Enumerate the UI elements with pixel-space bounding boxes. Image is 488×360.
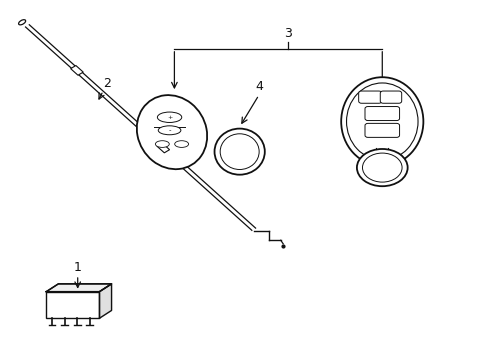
Text: 4: 4	[255, 80, 263, 93]
Text: 3: 3	[284, 27, 291, 40]
FancyBboxPatch shape	[364, 123, 399, 138]
FancyBboxPatch shape	[358, 91, 381, 103]
FancyBboxPatch shape	[157, 143, 169, 153]
Polygon shape	[46, 284, 111, 292]
FancyBboxPatch shape	[364, 107, 399, 121]
Text: 2: 2	[102, 77, 110, 90]
FancyBboxPatch shape	[70, 66, 83, 75]
Ellipse shape	[146, 105, 197, 159]
Text: 1: 1	[74, 261, 81, 274]
Circle shape	[362, 153, 401, 182]
Ellipse shape	[142, 101, 202, 164]
Ellipse shape	[341, 77, 423, 166]
Ellipse shape	[19, 20, 25, 25]
Text: +: +	[166, 115, 172, 120]
Circle shape	[356, 149, 407, 186]
Ellipse shape	[137, 95, 207, 169]
Ellipse shape	[158, 126, 181, 135]
Ellipse shape	[174, 141, 188, 147]
Ellipse shape	[220, 134, 259, 170]
Ellipse shape	[157, 112, 182, 122]
Polygon shape	[99, 284, 111, 318]
Ellipse shape	[214, 129, 264, 175]
Bar	[46, 292, 99, 318]
FancyBboxPatch shape	[380, 91, 401, 103]
Text: -: -	[168, 127, 170, 133]
Ellipse shape	[155, 141, 169, 147]
Ellipse shape	[346, 83, 417, 160]
